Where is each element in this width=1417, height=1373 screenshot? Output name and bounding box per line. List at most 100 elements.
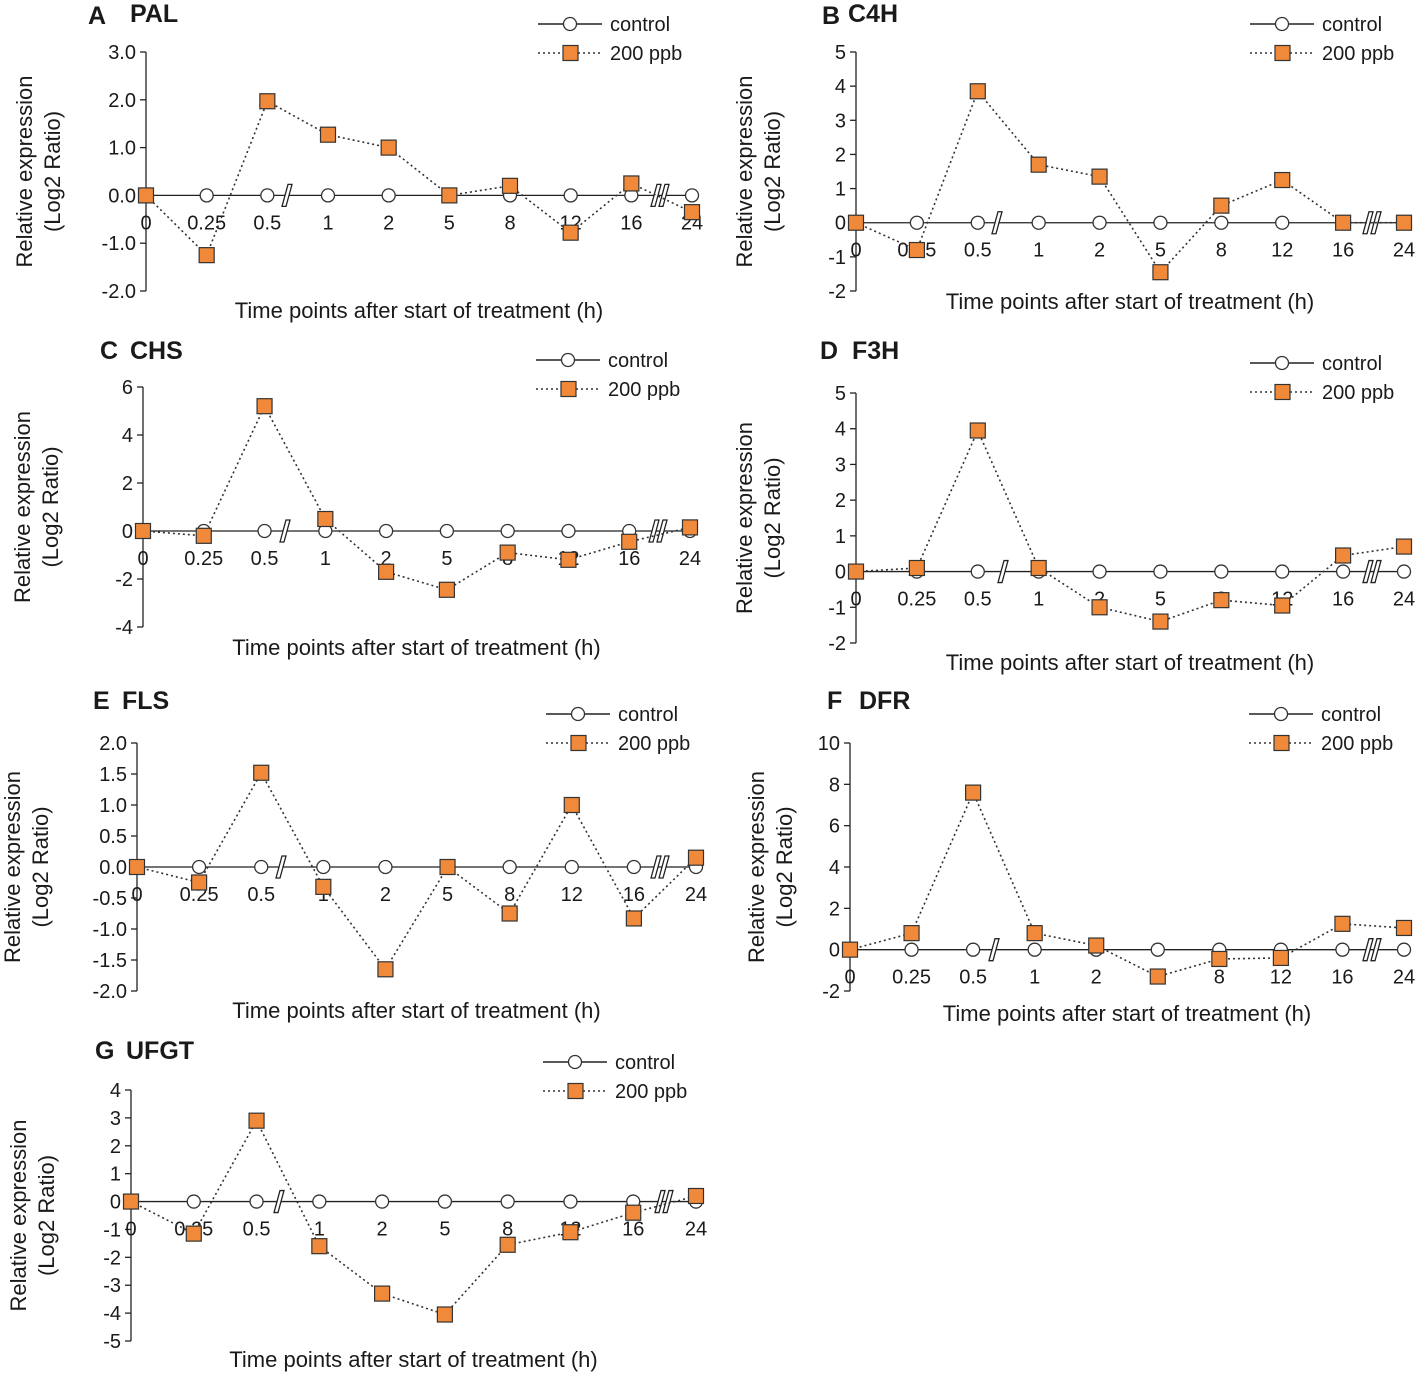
treatment-point: [841, 941, 859, 958]
treatment-point: [499, 544, 516, 561]
y-axis-title: Relative expression (Log2 Ratio): [6, 1120, 59, 1312]
legend-treatment-label: 200 ppb: [1322, 382, 1394, 404]
chart-title: UFGT: [126, 1037, 194, 1065]
control-point: [191, 859, 207, 875]
legend-control-label: control: [1322, 353, 1382, 375]
treatment-point: [560, 551, 577, 568]
control-point: [1275, 564, 1290, 579]
control-point: [1335, 942, 1350, 957]
y-tick-label: 6: [122, 377, 133, 399]
y-tick-label: 5: [835, 383, 846, 405]
treatment-point: [1395, 919, 1413, 937]
treatment-point: [969, 83, 986, 100]
control-point: [374, 1194, 390, 1209]
control-point: [626, 859, 642, 875]
panel-letter: D: [820, 337, 838, 365]
x-tick-label: 2: [377, 1219, 388, 1241]
control-point: [378, 859, 393, 875]
y-axis-title: Relative expression (Log2 Ratio): [744, 771, 797, 963]
x-axis-title: Time points after start of treatment (h): [946, 289, 1314, 314]
y-tick-label: -2: [822, 981, 840, 1003]
series-line-200ppb: [136, 771, 697, 971]
x-tick-label: 16: [620, 212, 642, 234]
y-tick-label: 2: [835, 144, 846, 166]
y-tick-label: 0.0: [99, 857, 127, 879]
treatment-point: [847, 214, 865, 231]
x-tick-label: 2: [1091, 967, 1102, 989]
legend-control-marker: [560, 352, 576, 368]
x-tick-label: 5: [441, 548, 452, 570]
panel-letter: B: [822, 2, 840, 30]
y-axis-title: Relative expression (Log2 Ratio): [12, 76, 65, 268]
legend-control-label: control: [615, 1052, 675, 1074]
legend-treatment-marker: [1274, 383, 1291, 401]
y-tick-label: 4: [829, 857, 840, 879]
y-axis-title: Relative expression (Log2 Ratio): [732, 76, 785, 268]
legend-control-marker: [570, 706, 586, 722]
x-tick-label: 0: [125, 1219, 136, 1241]
y-tick-label: 10: [818, 733, 840, 755]
legend-treatment-label: 200 ppb: [1322, 43, 1394, 65]
treatment-point: [134, 522, 152, 540]
treatment-point: [1030, 559, 1047, 577]
control-point: [1214, 564, 1229, 579]
x-tick-label: 0.5: [253, 212, 281, 234]
treatment-point: [1091, 599, 1108, 616]
treatment-point: [1272, 949, 1289, 967]
y-tick-label: -4: [103, 1303, 121, 1325]
control-point: [970, 215, 985, 230]
y-tick-label: -2.0: [93, 981, 127, 1003]
treatment-point: [380, 139, 397, 156]
treatment-point: [625, 910, 642, 927]
axis-break-mark: [997, 559, 1009, 584]
x-tick-label: 5: [1155, 240, 1166, 262]
control-point: [249, 1194, 264, 1209]
panel-letter: A: [88, 2, 106, 30]
treatment-point: [438, 581, 455, 598]
x-tick-label: 16: [622, 1219, 644, 1241]
y-tick-label: 3: [110, 1108, 121, 1130]
treatment-point: [256, 398, 273, 415]
x-tick-label: 8: [504, 884, 515, 906]
legend-treatment-label: 200 ppb: [608, 379, 680, 401]
legend: control 200 ppb: [1250, 14, 1394, 65]
treatment-point: [259, 93, 276, 110]
control-point: [1275, 215, 1290, 230]
control-point: [500, 523, 515, 539]
x-tick-label: 16: [1332, 240, 1354, 262]
control-point: [500, 1194, 515, 1209]
axis-break-mark: [650, 855, 662, 879]
legend-control-label: control: [618, 704, 678, 726]
treatment-point: [683, 204, 701, 221]
y-tick-label: -2: [115, 569, 133, 591]
axis-break-mark: [648, 519, 660, 543]
legend-control-label: control: [1321, 704, 1381, 726]
x-tick-label: 0.5: [964, 589, 992, 611]
x-tick-label: 5: [442, 884, 453, 906]
x-tick-label: 8: [502, 1219, 513, 1241]
legend-treatment-label: 200 ppb: [610, 43, 682, 65]
y-tick-label: 1.0: [99, 795, 127, 817]
chart-title: F3H: [852, 337, 899, 365]
axis-break-mark: [658, 855, 670, 879]
axis-break-mark: [650, 183, 662, 208]
treatment-point: [1149, 968, 1166, 985]
y-tick-label: -2.0: [102, 281, 136, 303]
control-point: [564, 859, 579, 875]
treatment-point: [687, 849, 705, 866]
control-point: [378, 523, 394, 539]
treatment-point: [195, 527, 212, 544]
panel-letter: F: [827, 687, 842, 715]
y-axis-title: Relative expression (Log2 Ratio): [732, 422, 785, 614]
treatment-point: [315, 878, 332, 895]
treatment-point: [621, 533, 638, 550]
x-tick-label: 8: [1216, 240, 1227, 262]
x-tick-label: 0: [137, 548, 148, 570]
legend-treatment-marker: [567, 1082, 584, 1100]
x-tick-label: 2: [380, 884, 391, 906]
legend-control-label: control: [608, 350, 668, 372]
y-tick-label: -3: [103, 1275, 121, 1297]
x-tick-label: 8: [504, 212, 515, 234]
